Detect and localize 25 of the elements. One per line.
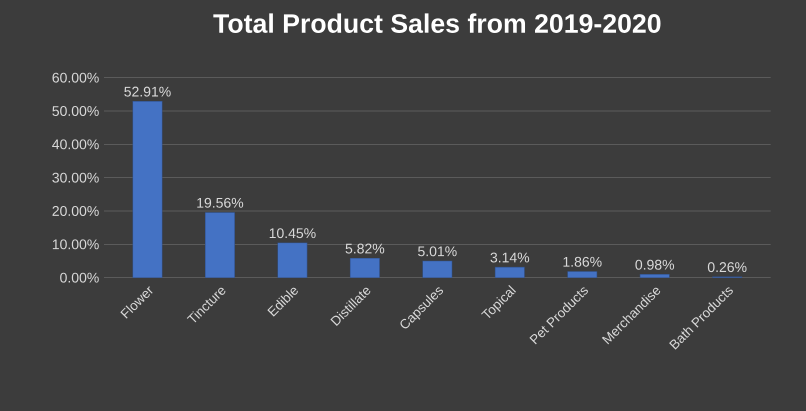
bar bbox=[132, 101, 162, 278]
data-label: 0.26% bbox=[708, 262, 747, 272]
y-tick-label: 30.00% bbox=[52, 172, 99, 183]
y-tick-label: 20.00% bbox=[52, 206, 99, 216]
y-tick-label: 0.00% bbox=[60, 272, 99, 283]
bar bbox=[494, 266, 525, 278]
bar bbox=[350, 258, 380, 278]
bar bbox=[640, 274, 670, 278]
data-label: 52.91% bbox=[124, 86, 171, 97]
y-tick-label: 10.00% bbox=[52, 239, 99, 250]
data-label: 5.82% bbox=[346, 244, 384, 254]
data-label: 3.14% bbox=[490, 252, 530, 262]
bar bbox=[422, 260, 452, 278]
data-label: 10.45% bbox=[270, 228, 316, 238]
data-label: 0.98% bbox=[635, 260, 674, 270]
bar bbox=[567, 271, 598, 278]
chart-title: Total Product Sales from 2019-2020 bbox=[213, 13, 660, 33]
data-label: 5.01% bbox=[418, 246, 457, 256]
bar bbox=[205, 212, 235, 278]
y-tick-label: 50.00% bbox=[52, 106, 99, 116]
bar bbox=[277, 242, 308, 278]
y-tick-label: 60.00% bbox=[52, 72, 99, 83]
data-label: 19.56% bbox=[197, 198, 244, 208]
data-label: 1.86% bbox=[563, 256, 602, 267]
y-tick-label: 40.00% bbox=[52, 139, 99, 150]
